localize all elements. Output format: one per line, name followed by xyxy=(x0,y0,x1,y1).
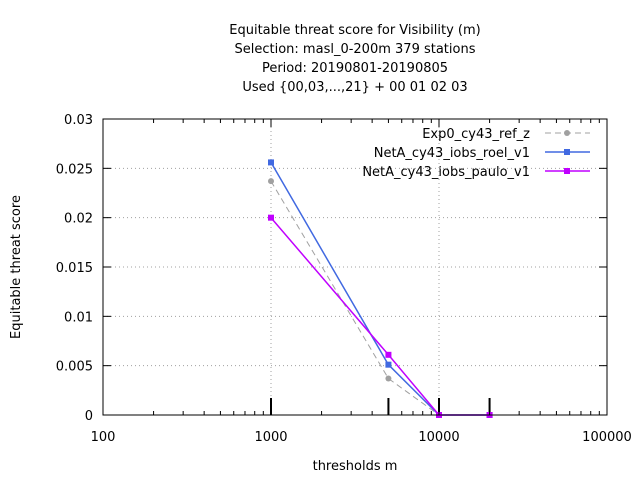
legend-marker xyxy=(564,149,570,155)
count-markers xyxy=(270,398,491,415)
legend: Exp0_cy43_ref_z NetA_cy43_iobs_roel_v1 Net… xyxy=(362,127,590,180)
y-tick-label: 0.025 xyxy=(56,162,93,177)
data-point xyxy=(385,375,392,382)
x-tick-label: 100000 xyxy=(582,430,632,445)
data-point xyxy=(385,351,392,358)
y-axis: 0 0.005 0.01 0.015 0.02 0.025 0.03 xyxy=(56,113,607,424)
title-line: Equitable threat score for Visibility (m… xyxy=(229,23,480,38)
grid-lines xyxy=(103,119,607,415)
y-tick-label: 0.015 xyxy=(56,261,93,276)
title-line: Used {00,03,...,21} + 00 01 02 03 xyxy=(242,80,467,95)
y-tick-label: 0 xyxy=(85,409,93,424)
series-line xyxy=(270,162,490,416)
data-point xyxy=(268,178,274,185)
x-tick-label: 10000 xyxy=(418,430,459,445)
data-point xyxy=(268,214,274,221)
y-tick-label: 0.005 xyxy=(56,360,93,375)
legend-marker xyxy=(564,168,570,174)
y-tick-label: 0.02 xyxy=(64,212,93,227)
legend-marker xyxy=(564,130,570,136)
y-tick-label: 0.03 xyxy=(64,113,93,128)
y-axis-label: Equitable threat score xyxy=(9,195,24,339)
legend-label: Exp0_cy43_ref_z xyxy=(422,127,530,142)
x-axis-label: thresholds m xyxy=(313,459,398,474)
y-tick-label: 0.01 xyxy=(64,310,93,325)
legend-label: NetA_cy43_iobs_paulo_v1 xyxy=(362,165,530,180)
title-line: Period: 20190801-20190805 xyxy=(262,61,448,76)
legend-label: NetA_cy43_iobs_roel_v1 xyxy=(374,146,530,161)
x-tick-label: 100 xyxy=(91,430,116,445)
data-point xyxy=(385,361,392,368)
x-tick-label: 1000 xyxy=(254,430,287,445)
x-axis: 100 1000 10000 100000 xyxy=(91,119,632,445)
data-point xyxy=(268,159,274,166)
series-lines xyxy=(268,159,493,418)
title-line: Selection: masl_0-200m 379 stations xyxy=(235,42,476,57)
series-line xyxy=(270,180,490,416)
chart-title: Equitable threat score for Visibility (m… xyxy=(229,23,480,95)
